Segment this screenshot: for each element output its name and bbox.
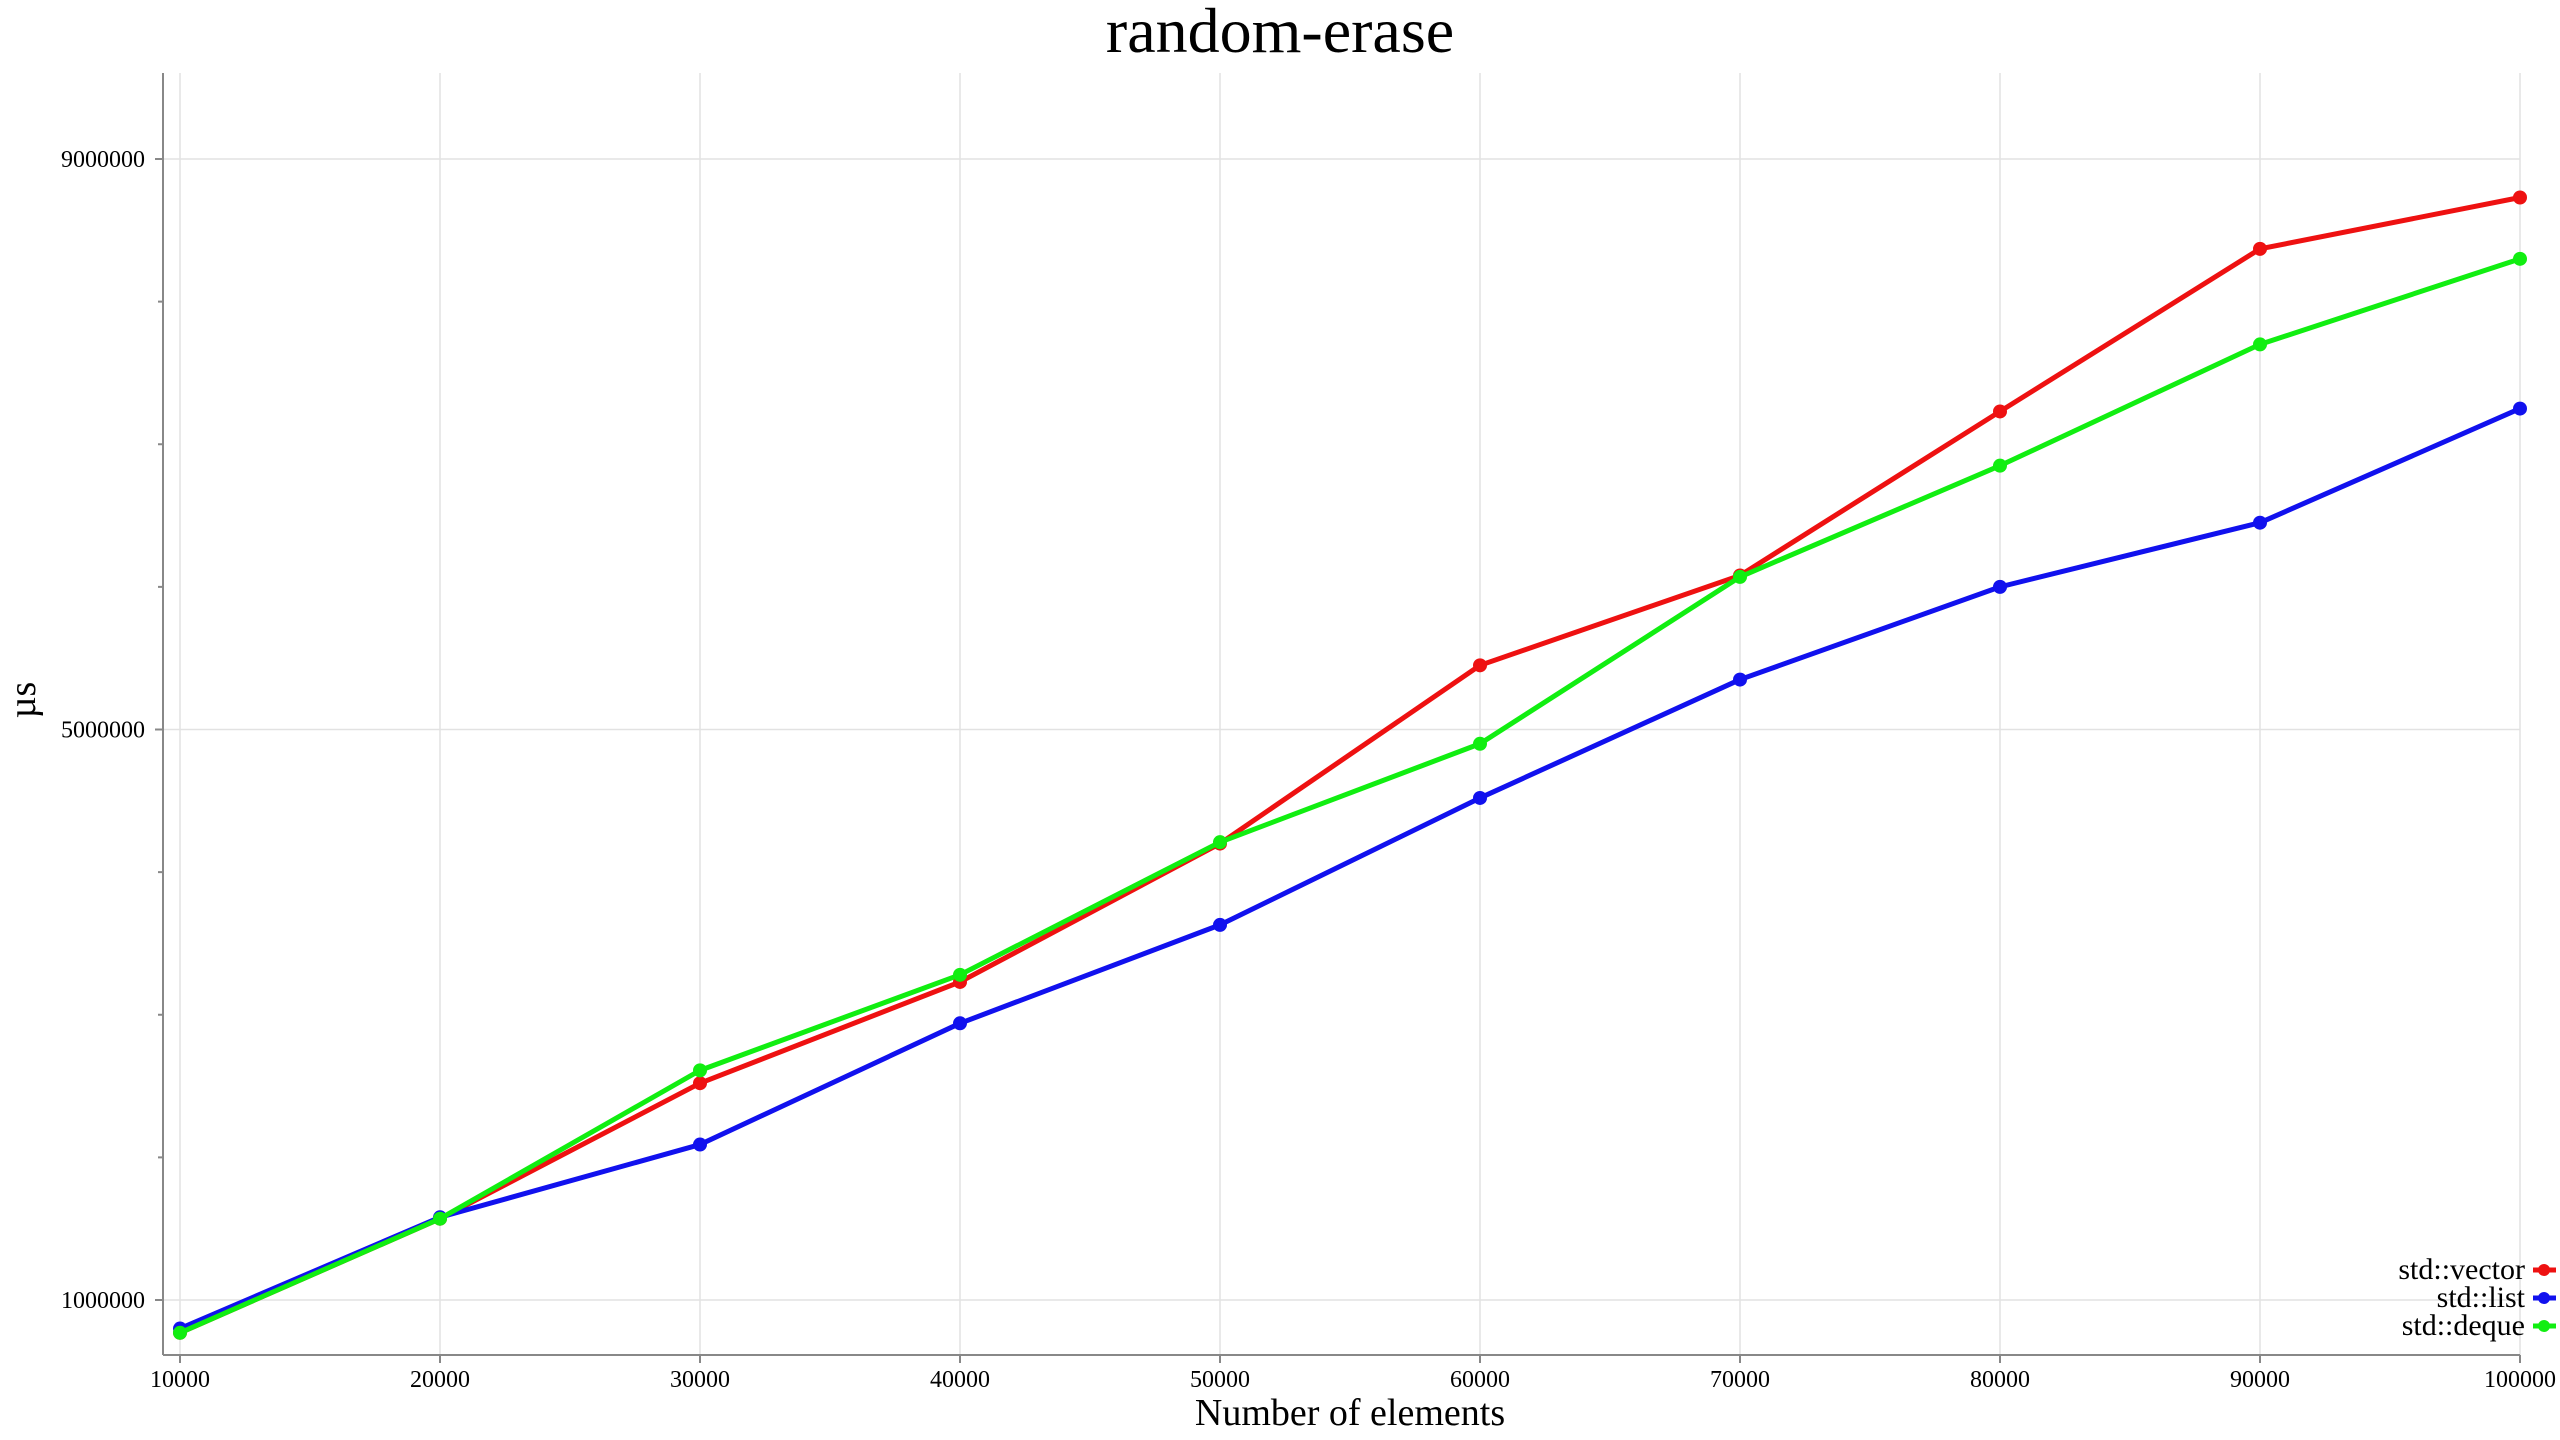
data-point <box>1473 736 1487 751</box>
chart-title: random-erase <box>1106 0 1454 66</box>
data-point <box>1993 458 2007 473</box>
legend-swatch-marker <box>2538 1292 2550 1304</box>
axes <box>155 73 2521 1363</box>
x-tick-label: 20000 <box>410 1367 470 1393</box>
legend-label: std::deque <box>2402 1309 2525 1342</box>
x-axis-label: Number of elements <box>1195 1392 1505 1434</box>
data-point <box>1473 658 1487 673</box>
x-tick-label: 80000 <box>1970 1367 2030 1393</box>
data-point <box>2253 241 2267 256</box>
data-point <box>953 1016 967 1031</box>
data-point <box>1733 672 1747 687</box>
series <box>173 190 2527 1340</box>
x-tick-label: 30000 <box>670 1367 730 1393</box>
x-tick-label: 90000 <box>2230 1367 2290 1393</box>
x-tick-label: 40000 <box>930 1367 990 1393</box>
data-point <box>2513 251 2527 266</box>
y-tick-label: 1000000 <box>61 1288 145 1314</box>
data-point <box>1993 404 2007 419</box>
data-point <box>2253 515 2267 530</box>
data-point <box>2513 190 2527 205</box>
data-point <box>1213 835 1227 850</box>
y-tick-label: 5000000 <box>61 718 145 744</box>
data-point <box>1733 569 1747 584</box>
legend-entry: std::deque <box>2402 1309 2556 1342</box>
legend-swatch-marker <box>2538 1264 2550 1276</box>
legend-entry: std::list <box>2437 1281 2556 1314</box>
legend-swatch-marker <box>2538 1320 2550 1332</box>
data-point <box>2253 337 2267 352</box>
series-line <box>178 256 2521 1336</box>
legend-label: std::list <box>2437 1281 2526 1314</box>
y-tick-label: 9000000 <box>61 147 145 173</box>
x-tick-label: 10000 <box>150 1367 210 1393</box>
grid-lines <box>163 73 2521 1355</box>
data-point <box>693 1076 707 1091</box>
legend-entry: std::vector <box>2398 1253 2556 1286</box>
data-point <box>173 1325 187 1340</box>
data-point <box>1213 917 1227 932</box>
x-tick-label: 70000 <box>1710 1367 1770 1393</box>
x-tick-label: 50000 <box>1190 1367 1250 1393</box>
x-tick-labels: 10000 20000 30000 40000 50000 60000 70000 80000… <box>150 1367 2556 1393</box>
x-tick-label: 60000 <box>1450 1367 1510 1393</box>
series-line <box>178 195 2521 1336</box>
data-point <box>2513 401 2527 416</box>
x-tick-label: 100000 <box>2484 1367 2556 1393</box>
data-point <box>693 1137 707 1152</box>
data-point <box>693 1063 707 1078</box>
data-point <box>1993 579 2007 594</box>
series-line <box>179 406 2522 1331</box>
y-axis-label: µs <box>2 682 44 719</box>
data-point <box>953 967 967 982</box>
data-point <box>433 1211 447 1226</box>
legend-label: std::vector <box>2398 1253 2525 1286</box>
data-point <box>1473 790 1487 805</box>
series-std-deque <box>173 251 2527 1340</box>
y-tick-labels: 9000000 5000000 1000000 <box>61 147 145 1314</box>
series-std-list <box>173 401 2527 1336</box>
